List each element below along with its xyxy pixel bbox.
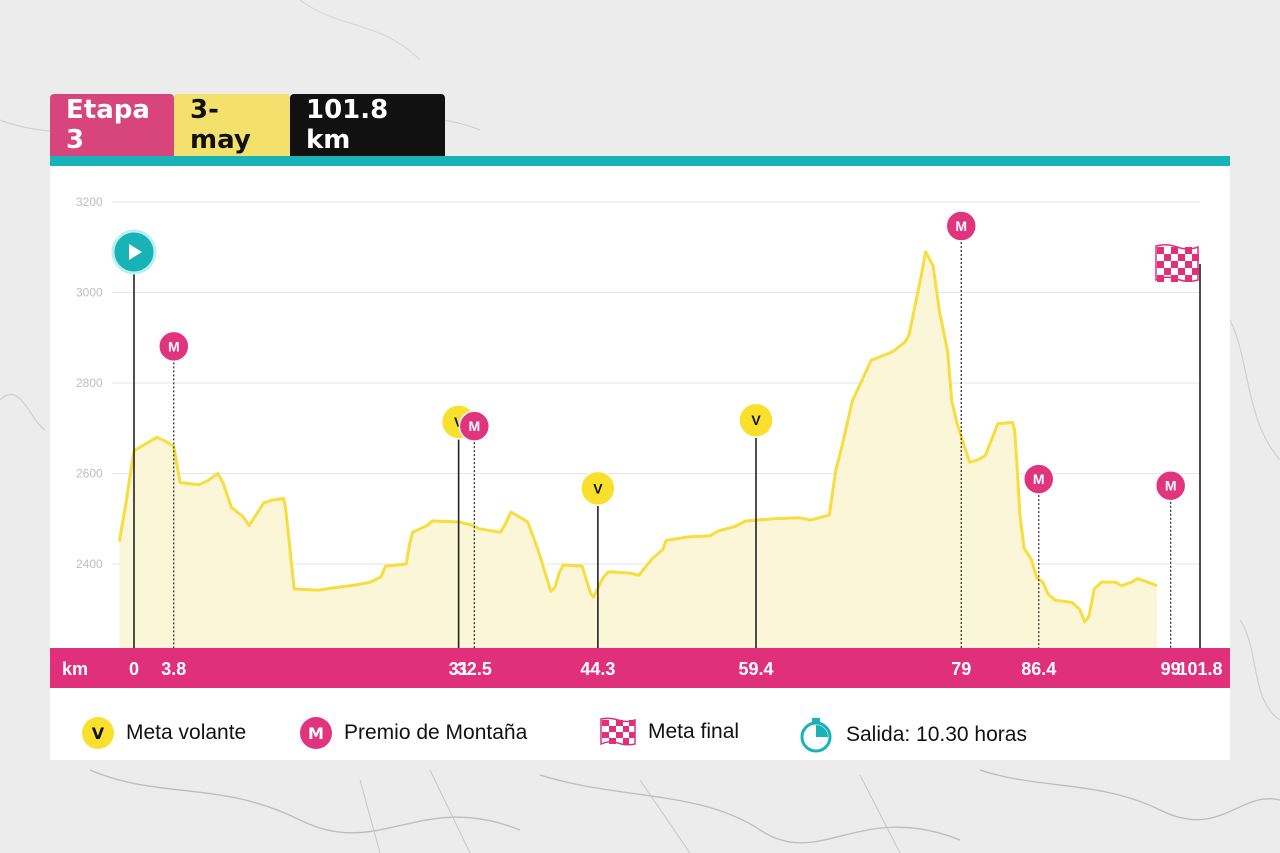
stage-tab: Etapa 3 bbox=[50, 94, 174, 156]
legend-sprint: V Meta volante bbox=[82, 717, 246, 749]
play-icon bbox=[129, 244, 142, 260]
y-tick-label: 3000 bbox=[76, 286, 103, 300]
mountain-badge bbox=[1154, 469, 1187, 502]
sprint-badge bbox=[580, 470, 616, 507]
mountain-badge bbox=[458, 410, 491, 442]
mountain-badge bbox=[1022, 463, 1055, 495]
m-badge-icon: M bbox=[300, 717, 332, 749]
y-tick-label: 2400 bbox=[76, 557, 103, 571]
stopwatch-icon bbox=[800, 718, 832, 753]
legend-sprint-label: Meta volante bbox=[126, 721, 247, 744]
sprint-badge-label: V bbox=[751, 412, 761, 428]
km-tick-label: 3.8 bbox=[161, 659, 186, 679]
profile-area-fill bbox=[119, 251, 1158, 649]
checkered-flag-icon bbox=[1155, 243, 1199, 283]
legend-start-time: Salida: 10.30 horas bbox=[798, 717, 1027, 753]
km-axis-label: km bbox=[62, 659, 88, 679]
y-tick-label: 3200 bbox=[76, 195, 103, 209]
km-tick-label: 44.3 bbox=[580, 659, 615, 679]
legend-finish: Meta final bbox=[600, 717, 739, 747]
mountain-badge-label: M bbox=[1165, 478, 1177, 494]
legend-mountain-label: Premio de Montaña bbox=[344, 721, 528, 744]
mountain-badge-label: M bbox=[468, 418, 480, 434]
km-tick-label: 101.8 bbox=[1177, 659, 1222, 679]
km-axis-bar bbox=[50, 648, 1230, 688]
mountain-badge bbox=[158, 330, 190, 363]
mountain-badge-label: M bbox=[168, 338, 180, 354]
mountain-badge-label: M bbox=[955, 218, 967, 234]
sprint-badge-label: V bbox=[454, 414, 464, 430]
km-tick-label: 86.4 bbox=[1021, 659, 1056, 679]
legend-mountain: M Premio de Montaña bbox=[300, 717, 527, 749]
stage-header: Etapa 3 3-may 101.8 km bbox=[50, 94, 445, 156]
km-tick-label: 99 bbox=[1161, 659, 1181, 679]
legend-start-label: Salida: 10.30 horas bbox=[846, 723, 1027, 746]
legend-finish-label: Meta final bbox=[648, 720, 740, 743]
date-tab: 3-may bbox=[174, 94, 290, 156]
mountain-badge bbox=[945, 210, 977, 242]
v-badge-icon: V bbox=[82, 717, 114, 749]
checkered-flag-icon bbox=[600, 717, 636, 746]
profile-line bbox=[117, 250, 1158, 624]
legend: V Meta volante M Premio de Montaña Meta … bbox=[50, 706, 1230, 760]
distance-tab: 101.8 km bbox=[290, 94, 445, 156]
mountain-badge-label: M bbox=[1033, 471, 1045, 487]
header-underline bbox=[50, 156, 1230, 166]
km-tick-label: 0 bbox=[129, 659, 139, 679]
km-tick-label: 31 bbox=[449, 659, 469, 679]
y-tick-label: 2600 bbox=[76, 467, 103, 481]
sprint-badge-label: V bbox=[593, 480, 603, 496]
km-tick-label: 59.4 bbox=[738, 659, 773, 679]
km-tick-label: 32.5 bbox=[457, 659, 492, 679]
y-tick-label: 2800 bbox=[76, 376, 103, 390]
sprint-badge bbox=[738, 402, 774, 438]
km-tick-label: 79 bbox=[951, 659, 971, 679]
